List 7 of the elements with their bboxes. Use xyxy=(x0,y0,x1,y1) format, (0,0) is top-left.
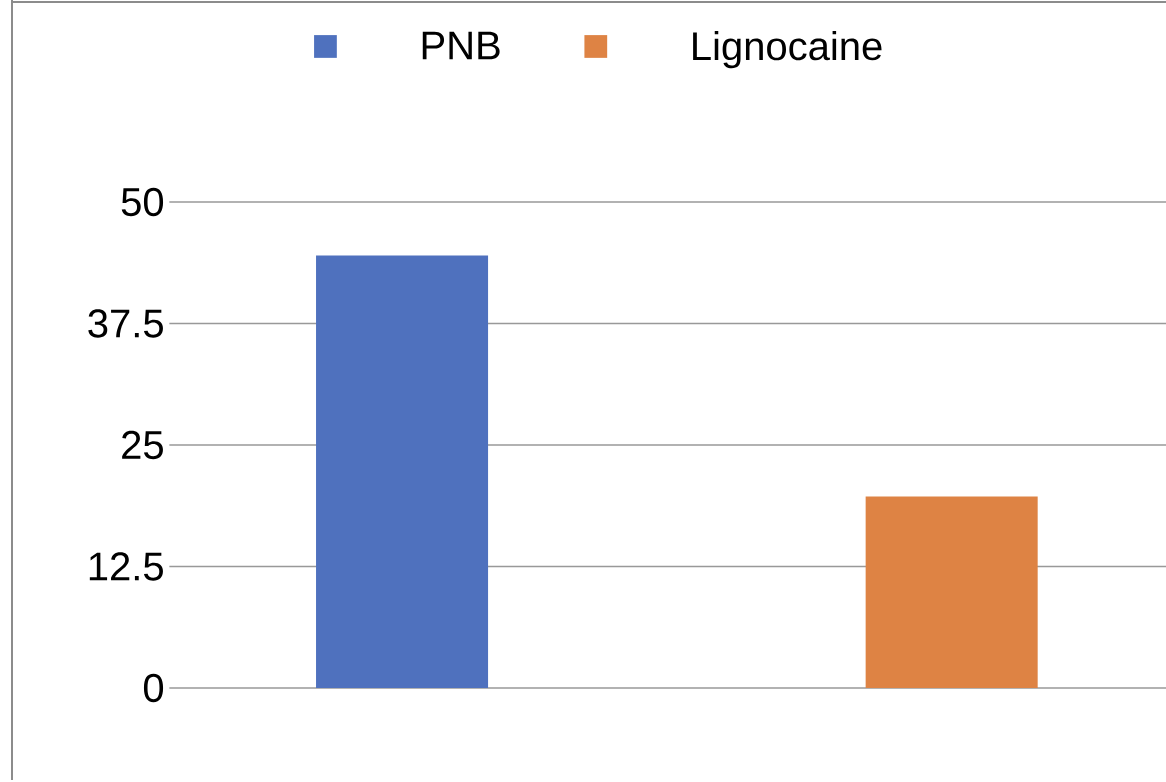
y-tick-label: 37.5 xyxy=(88,309,163,338)
legend-label: Lignocaine xyxy=(693,30,882,69)
y-tick-label: 0 xyxy=(143,673,164,703)
y-tick-label: 25 xyxy=(122,430,163,460)
legend-label: PNB xyxy=(422,31,500,60)
y-tick-label: 12.5 xyxy=(89,552,163,581)
y-tick-label: 50 xyxy=(121,187,164,217)
